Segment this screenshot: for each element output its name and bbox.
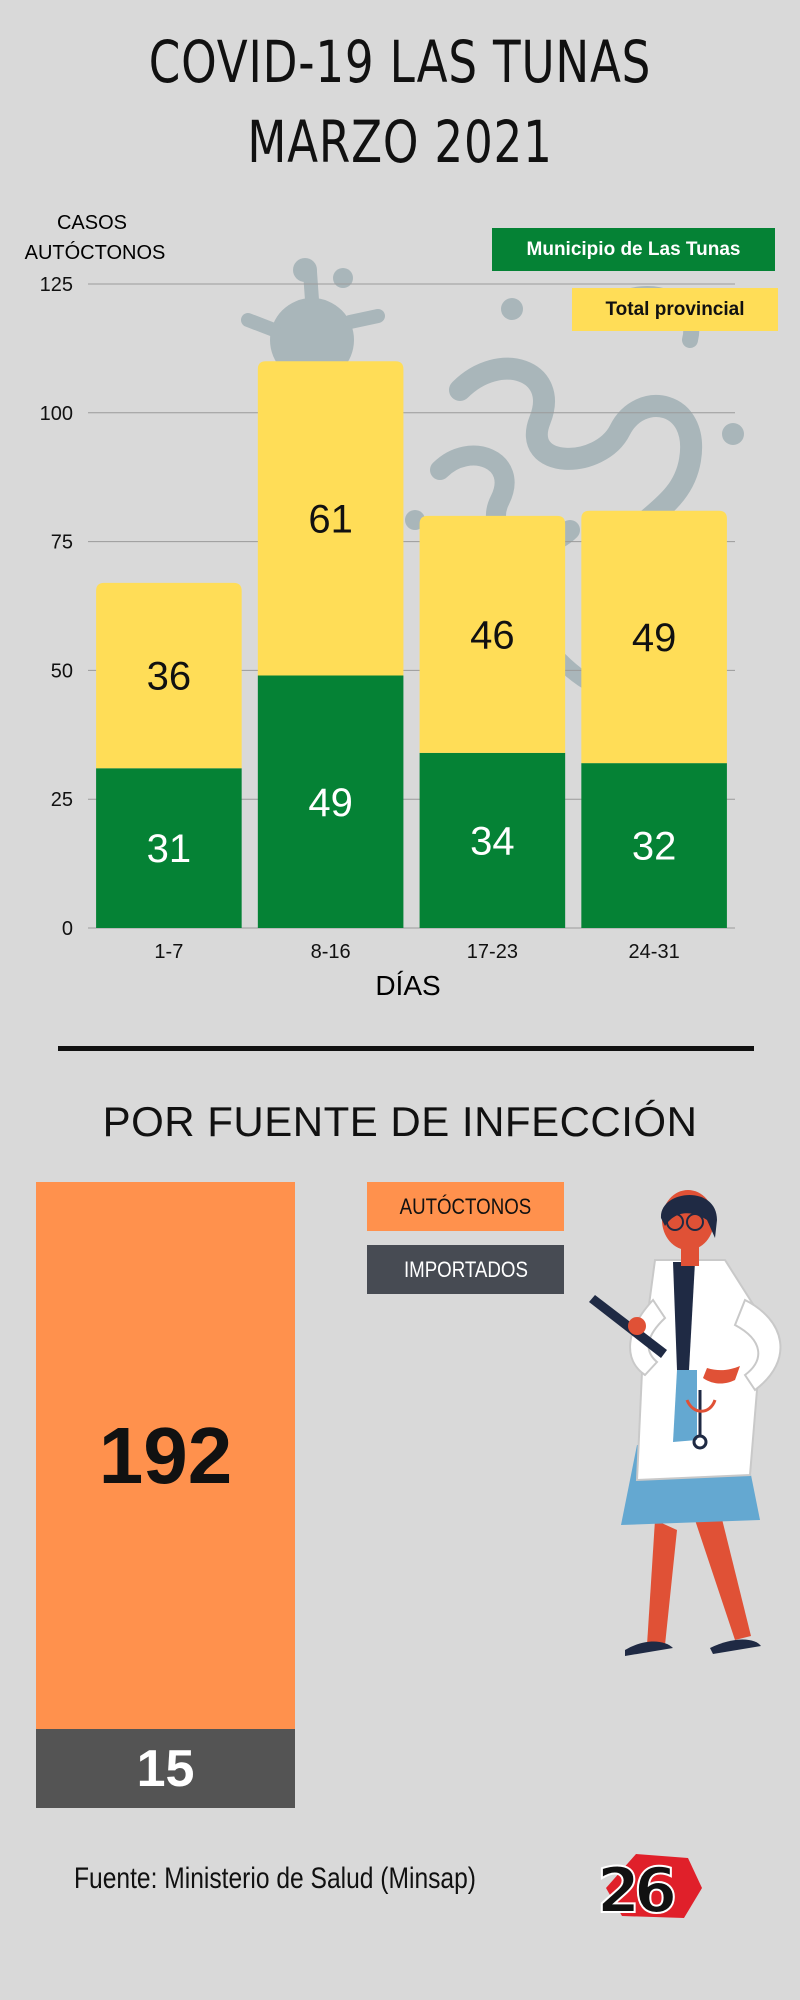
legend-importados: IMPORTADOS [367, 1245, 564, 1294]
legend-importados-label: IMPORTADOS [403, 1256, 528, 1282]
section-divider [58, 1046, 754, 1051]
source-text: Fuente: Ministerio de Salud (Minsap) [74, 1862, 476, 1895]
data-label-municipio-24-31: 32 [632, 825, 677, 869]
chart-bars: 31 36 49 61 34 46 32 49 [96, 361, 727, 928]
y-tick-label-100: 100 [40, 403, 73, 425]
bar-municipio-17-23 [419, 752, 566, 928]
y-tick-label-0: 0 [62, 918, 73, 940]
x-tick-label-24-31: 24-31 [629, 941, 680, 963]
page-title: COVID-19 LAS TUNAS MARZO 2021 [88, 22, 712, 182]
y-tick-label-50: 50 [51, 660, 73, 682]
autoctonos-bar: 192 [36, 1182, 295, 1729]
legend-autoctonos-label: AUTÓCTONOS [399, 1193, 532, 1219]
x-axis-ticks: 1-7 8-16 17-23 24-31 [154, 941, 679, 963]
title-line-2: MARZO 2021 [247, 108, 553, 176]
x-tick-label-8-16: 8-16 [311, 941, 351, 963]
data-label-provincial-24-31: 49 [632, 616, 677, 660]
bar-provincial-8-16 [257, 361, 404, 676]
logo-26-icon: 26 [596, 1853, 702, 1923]
y-axis-label-line-1: CASOS [57, 212, 127, 234]
logo-26-text: 26 [597, 1854, 674, 1923]
y-tick-label-125: 125 [40, 274, 73, 296]
x-axis-label: DÍAS [375, 970, 440, 1001]
data-label-provincial-8-16: 61 [308, 497, 353, 541]
importados-bar: 15 [36, 1729, 295, 1808]
legend-total-provincial: Total provincial [572, 288, 778, 331]
doctor-illustration [589, 1190, 782, 1656]
data-label-municipio-17-23: 34 [470, 819, 515, 863]
y-tick-label-25: 25 [51, 789, 73, 811]
legend-autoctonos: AUTÓCTONOS [367, 1182, 564, 1231]
x-tick-label-1-7: 1-7 [154, 941, 183, 963]
bar-municipio-1-7 [96, 768, 242, 928]
data-label-provincial-1-7: 36 [147, 655, 192, 699]
bar-provincial-24-31 [581, 510, 727, 764]
y-tick-label-75: 75 [51, 532, 73, 554]
data-label-municipio-1-7: 31 [147, 827, 192, 871]
y-axis-label-line-2: AUTÓCTONOS [25, 241, 166, 264]
x-tick-label-17-23: 17-23 [467, 941, 518, 963]
bar-provincial-1-7 [96, 582, 242, 769]
importados-value: 15 [136, 1739, 195, 1798]
autoctonos-value: 192 [98, 1410, 233, 1500]
y-axis-ticks: 0 25 50 75 100 125 [40, 274, 73, 940]
bar-municipio-8-16 [257, 675, 404, 928]
bar-municipio-24-31 [581, 763, 727, 928]
title-line-1: COVID-19 LAS TUNAS [148, 28, 652, 96]
legend-municipio: Municipio de Las Tunas [492, 228, 775, 271]
bar-provincial-17-23 [419, 515, 566, 753]
data-label-provincial-17-23: 46 [470, 613, 515, 657]
bar-chart: 0 25 50 75 100 125 31 36 49 61 34 46 32 49 1-7 8-16 17… [25, 212, 744, 1001]
section-title: POR FUENTE DE INFECCIÓN [102, 1098, 698, 1145]
data-label-municipio-8-16: 49 [308, 781, 353, 825]
